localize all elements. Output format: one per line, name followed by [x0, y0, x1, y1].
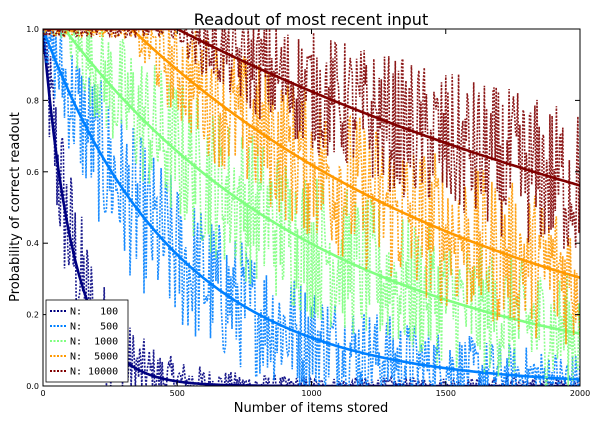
series-1-theory-line	[43, 29, 580, 381]
y-tick-label: 0.0	[26, 382, 39, 391]
legend: N: 100 N: 500 N: 1000 N: 5000 N: 10000	[45, 299, 129, 383]
legend-entry: N: 1000	[70, 337, 118, 348]
legend-entry: N: 500	[70, 322, 118, 333]
x-tick-label: 0	[40, 389, 45, 398]
series-1-samples	[43, 29, 580, 386]
x-tick-label: 2000	[570, 389, 590, 398]
y-tick-label: 0.4	[26, 239, 39, 248]
legend-entry: N: 10000	[70, 367, 118, 378]
series-2-samples	[43, 29, 580, 386]
chart-title: Readout of most recent input	[194, 10, 428, 29]
y-tick-label: 1.0	[26, 25, 39, 34]
y-tick-label: 0.8	[26, 96, 39, 105]
x-tick-label: 1000	[301, 389, 321, 398]
x-tick-label: 500	[170, 389, 185, 398]
series-2-theory-line	[43, 29, 580, 335]
series-3-samples	[43, 29, 580, 345]
series-4-theory-line	[43, 29, 580, 187]
y-axis-label: Probability of correct readout	[8, 112, 23, 302]
y-tick-label: 0.2	[26, 311, 39, 320]
y-tick-label: 0.6	[26, 168, 39, 177]
x-tick-label: 1500	[436, 389, 456, 398]
legend-entry: N: 5000	[70, 352, 118, 363]
x-axis-label: Number of items stored	[234, 401, 388, 416]
legend-box	[45, 299, 129, 383]
legend-entry: N: 100	[70, 307, 118, 318]
axis-ticks: 0 500 1000 1500 2000 0.0 0.2 0.4 0.6 0.8 1.0	[26, 25, 590, 398]
